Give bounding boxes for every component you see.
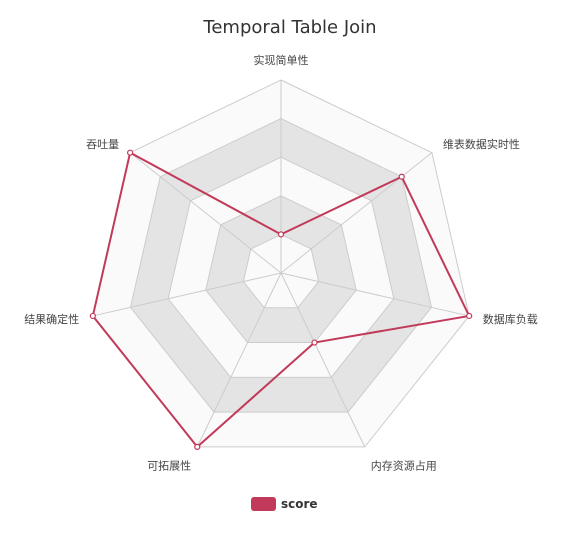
radar-axis-line bbox=[196, 272, 282, 448]
series-layer bbox=[89, 149, 473, 450]
legend-swatch[interactable] bbox=[251, 497, 276, 511]
axis-label: 结果确定性 bbox=[24, 312, 79, 326]
radar-ring bbox=[167, 156, 395, 378]
series-point[interactable] bbox=[127, 149, 134, 156]
series-line bbox=[91, 151, 471, 448]
series-point[interactable] bbox=[194, 443, 201, 450]
axis-label: 实现简单性 bbox=[254, 53, 309, 67]
radar-axes bbox=[92, 80, 470, 448]
legend[interactable]: score bbox=[251, 497, 318, 511]
chart-title: Temporal Table Join bbox=[203, 17, 377, 38]
axis-label: 吞吐量 bbox=[86, 138, 119, 151]
series-point[interactable] bbox=[466, 312, 473, 320]
radar-axis-line bbox=[280, 152, 433, 274]
axis-label: 维表数据实时性 bbox=[443, 137, 520, 151]
axis-label: 可拓展性 bbox=[147, 459, 191, 473]
radar-ring bbox=[205, 195, 357, 344]
radar-ring bbox=[242, 233, 320, 309]
series-point[interactable] bbox=[277, 231, 285, 238]
radar-axis-line bbox=[92, 272, 282, 317]
series-point[interactable] bbox=[311, 339, 318, 346]
series-point[interactable] bbox=[398, 173, 405, 180]
radar-axis-line bbox=[280, 272, 366, 448]
series-point[interactable] bbox=[89, 312, 96, 320]
radar-ring bbox=[129, 118, 433, 413]
axis-label: 内存资源占用 bbox=[371, 459, 437, 473]
radar-axis-line bbox=[129, 152, 282, 274]
axis-label: 数据库负载 bbox=[483, 312, 538, 326]
radar-axis-line bbox=[280, 272, 470, 317]
legend-label[interactable]: score bbox=[281, 497, 318, 511]
